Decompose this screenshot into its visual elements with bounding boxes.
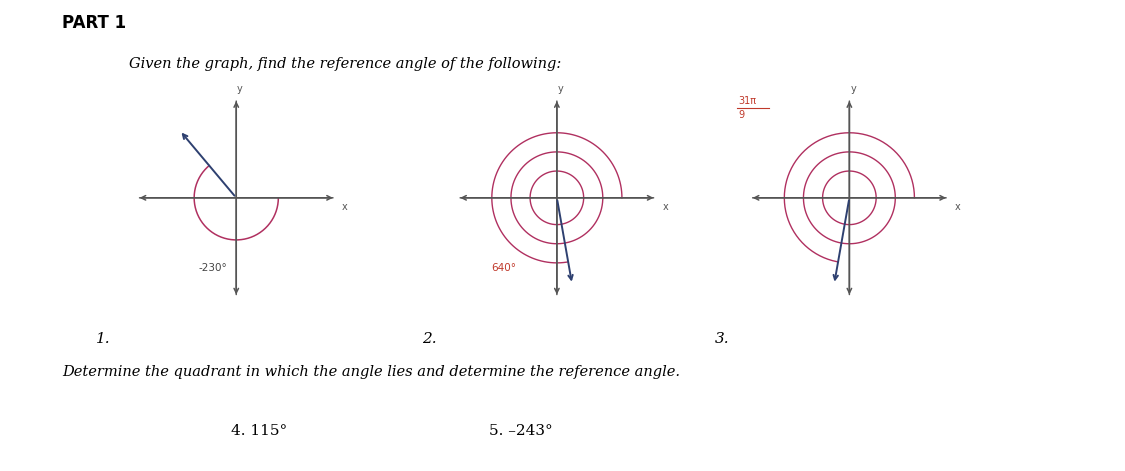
Text: y: y: [558, 84, 564, 95]
Text: Determine the quadrant in which the angle lies and determine the reference angle: Determine the quadrant in which the angl…: [62, 365, 679, 379]
Text: 4. 115°: 4. 115°: [231, 424, 287, 438]
Text: y: y: [237, 84, 243, 95]
Text: 5. –243°: 5. –243°: [489, 424, 554, 438]
Text: x: x: [342, 202, 348, 212]
Text: 9: 9: [738, 110, 745, 120]
Text: 3.: 3.: [714, 332, 729, 346]
Text: PART 1: PART 1: [62, 14, 126, 32]
Text: 31π: 31π: [738, 96, 756, 106]
Text: x: x: [663, 202, 668, 212]
Text: x: x: [955, 202, 961, 212]
Text: 1.: 1.: [96, 332, 110, 346]
Text: -230°: -230°: [199, 263, 227, 273]
Text: y: y: [850, 84, 856, 95]
Text: 2.: 2.: [422, 332, 436, 346]
Text: Given the graph, find the reference angle of the following:: Given the graph, find the reference angl…: [129, 57, 561, 71]
Text: 640°: 640°: [490, 263, 515, 273]
